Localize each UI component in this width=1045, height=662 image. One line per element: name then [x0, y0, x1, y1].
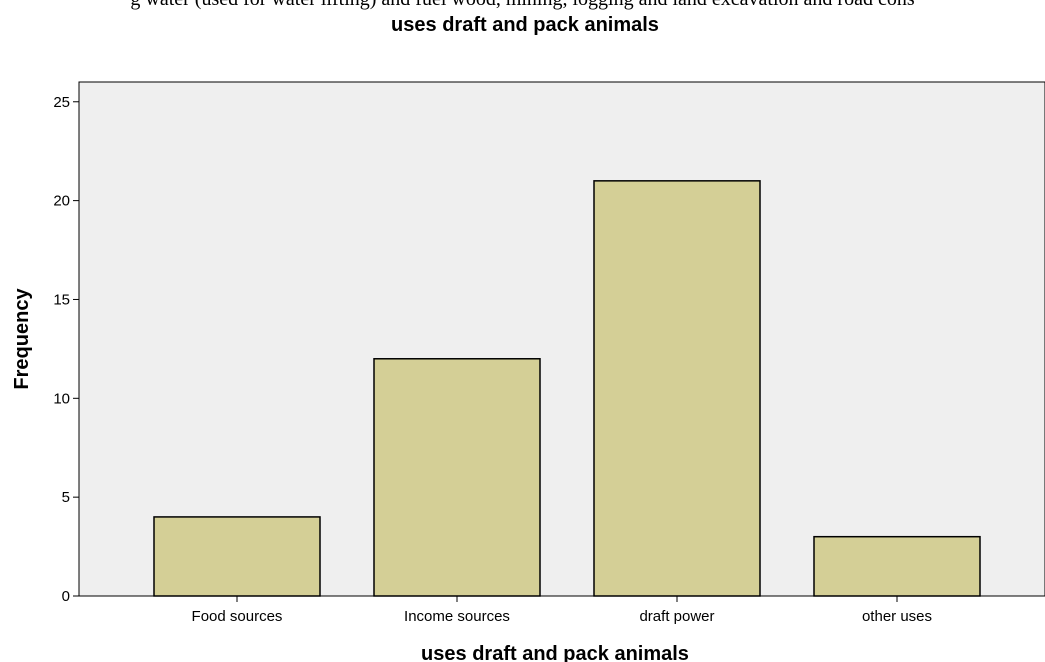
x-tick-label: Income sources [404, 608, 510, 625]
x-tick-label: draft power [639, 608, 714, 625]
y-axis: 0 5 10 15 20 25 [53, 94, 79, 605]
bar-food-sources [153, 516, 321, 597]
x-tick-label: Food sources [192, 608, 283, 625]
chart-title: uses draft and pack animals [391, 14, 659, 36]
y-tick-label: 25 [53, 94, 70, 111]
y-axis-label: Frequency [11, 288, 33, 390]
y-tick-label: 10 [53, 390, 70, 407]
x-tick-label: other uses [862, 608, 932, 625]
x-axis: Food sources Income sources draft power oth… [192, 596, 932, 625]
bar-draft-power [593, 180, 761, 597]
bar-income-sources [373, 358, 541, 597]
bars-group [153, 180, 981, 597]
y-tick-label: 15 [53, 291, 70, 308]
x-axis-label: uses draft and pack animals [421, 643, 689, 662]
y-tick-label: 0 [62, 588, 70, 605]
cropped-top-text: g water (used for water lifting) and fue… [0, 0, 1045, 11]
plot-area [78, 81, 1045, 597]
bar-other-uses [813, 535, 981, 597]
y-tick-label: 20 [53, 193, 70, 210]
y-tick-label: 5 [62, 489, 70, 506]
